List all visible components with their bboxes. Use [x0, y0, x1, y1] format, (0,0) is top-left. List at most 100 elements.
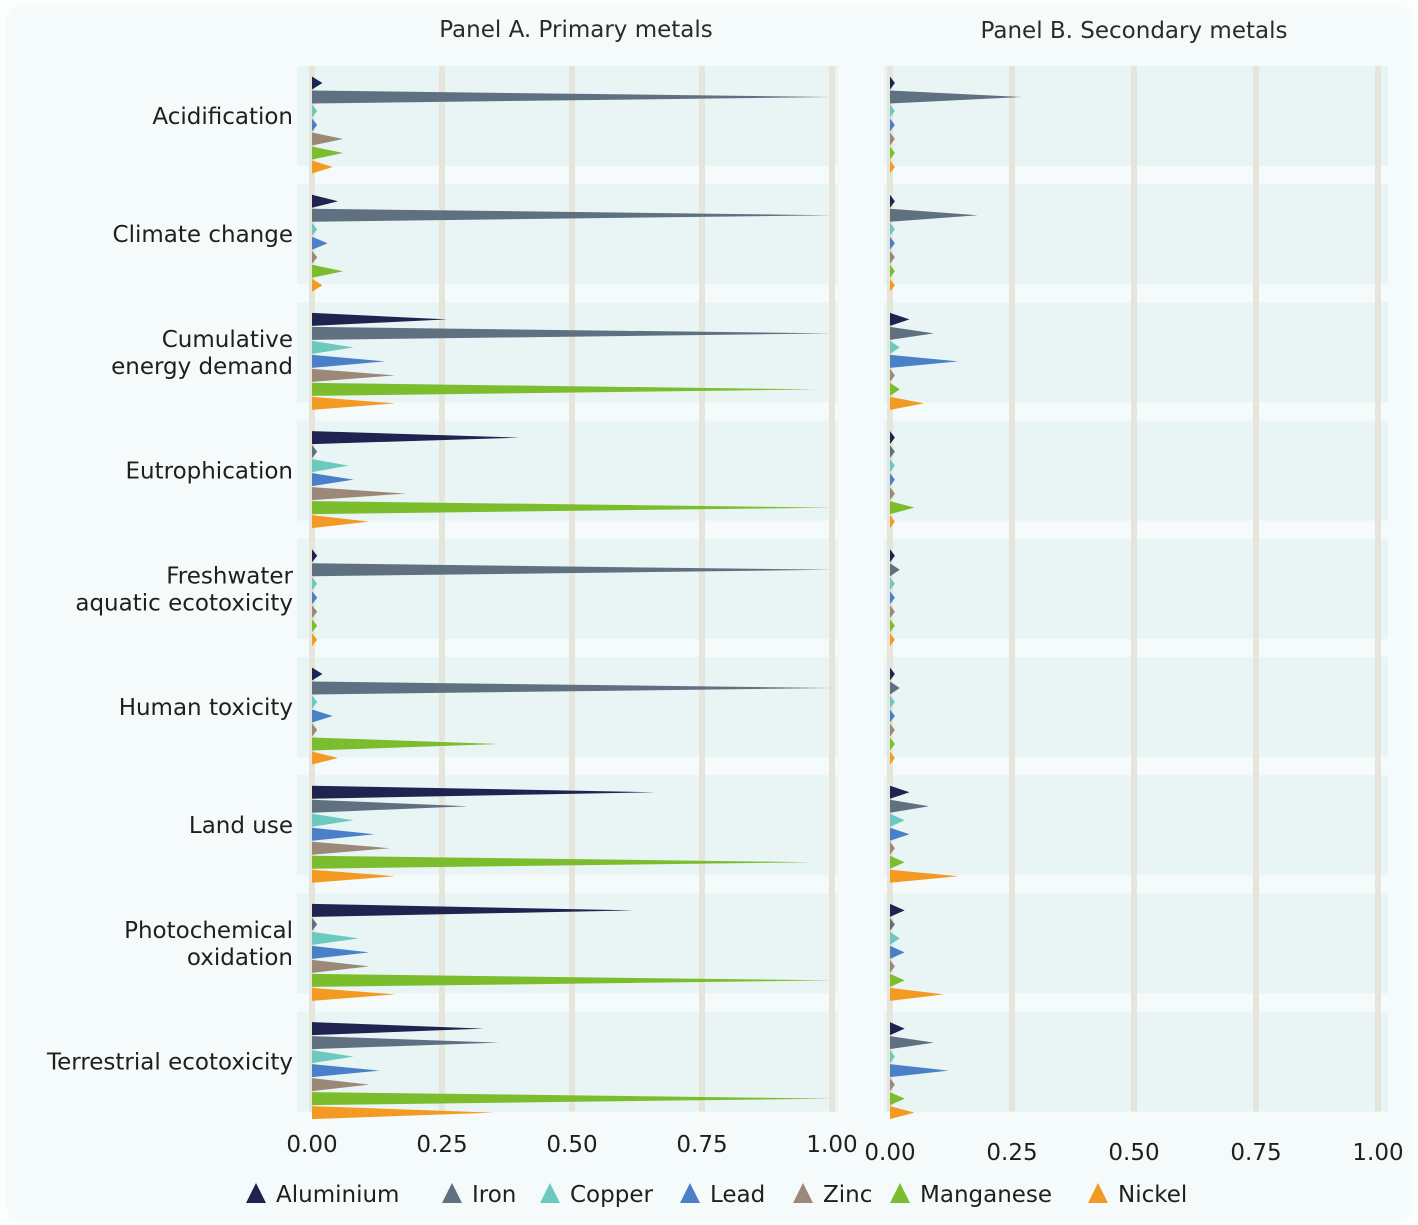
category-label-human-toxicity: Human toxicity — [119, 695, 293, 721]
bar-panel-b-eutrophication-lead — [890, 473, 895, 487]
panel-a-title: Panel A. Primary metals — [439, 17, 713, 43]
bar-panel-a-land-use-manganese — [312, 855, 812, 869]
bar-panel-a-climate-change-aluminium — [312, 194, 338, 208]
bar-panel-b-acidification-manganese — [890, 146, 895, 160]
bar-panel-a-acidification-aluminium — [312, 76, 323, 90]
bar-panel-b-cumulative-energy-demand-lead — [890, 354, 959, 368]
bar-panel-b-climate-change-manganese — [890, 264, 895, 278]
tick-label-panel-a-3: 0.75 — [676, 1132, 727, 1158]
tick-label-panel-a-1: 0.25 — [416, 1132, 467, 1158]
bar-panel-a-land-use-iron — [312, 799, 468, 813]
category-label-acidification: Acidification — [152, 104, 293, 130]
bar-panel-b-land-use-iron — [890, 799, 930, 813]
bar-panel-b-land-use-zinc — [890, 841, 895, 855]
bar-panel-a-eutrophication-zinc — [312, 487, 406, 501]
bar-panel-b-climate-change-zinc — [890, 250, 895, 264]
bar-panel-b-terrestrial-ecotoxicity-zinc — [890, 1078, 895, 1092]
bar-panel-b-freshwater-aquatic-ecotoxicity-aluminium — [890, 549, 895, 563]
bar-panel-a-freshwater-aquatic-ecotoxicity-iron — [312, 563, 832, 577]
bar-panel-a-acidification-zinc — [312, 132, 344, 146]
tick-label-panel-a-0: 0.00 — [286, 1132, 337, 1158]
bar-panel-b-human-toxicity-lead — [890, 709, 895, 723]
bar-panel-b-eutrophication-zinc — [890, 487, 895, 501]
bar-panel-b-terrestrial-ecotoxicity-nickel — [890, 1106, 915, 1120]
tick-label-panel-b-0: 0.00 — [864, 1140, 915, 1166]
tick-label-panel-b-3: 0.75 — [1230, 1140, 1281, 1166]
legend-marker-copper — [540, 1183, 560, 1203]
legend-label-manganese: Manganese — [920, 1182, 1052, 1208]
bar-panel-a-cumulative-energy-demand-nickel — [312, 396, 396, 410]
bar-panel-b-land-use-manganese — [890, 855, 905, 869]
bar-panel-b-human-toxicity-manganese — [890, 737, 895, 751]
bar-panel-a-eutrophication-iron — [312, 445, 318, 459]
bar-panel-b-eutrophication-copper — [890, 459, 895, 473]
bar-panel-a-human-toxicity-copper — [312, 695, 318, 709]
bar-panel-a-eutrophication-manganese — [312, 501, 832, 515]
bar-panel-a-freshwater-aquatic-ecotoxicity-copper — [312, 577, 318, 591]
legend-marker-manganese — [890, 1183, 910, 1203]
bar-panel-b-cumulative-energy-demand-manganese — [890, 382, 900, 396]
bar-panel-b-photochemical-oxidation-manganese — [890, 973, 905, 987]
bar-panel-b-freshwater-aquatic-ecotoxicity-iron — [890, 563, 900, 577]
bar-panel-b-photochemical-oxidation-iron — [890, 917, 895, 931]
category-label-land-use: Land use — [189, 813, 293, 839]
bar-panel-a-photochemical-oxidation-iron — [312, 917, 318, 931]
tick-label-panel-b-1: 0.25 — [986, 1140, 1037, 1166]
bar-panel-a-land-use-zinc — [312, 841, 390, 855]
bar-panel-a-climate-change-iron — [312, 208, 832, 222]
tick-label-panel-b-2: 0.50 — [1108, 1140, 1159, 1166]
bar-panel-b-land-use-lead — [890, 827, 910, 841]
bar-panel-a-cumulative-energy-demand-lead — [312, 354, 385, 368]
bar-panel-b-cumulative-energy-demand-aluminium — [890, 312, 910, 326]
bar-panel-a-eutrophication-copper — [312, 459, 349, 473]
bar-panel-b-terrestrial-ecotoxicity-manganese — [890, 1092, 905, 1106]
bar-panel-b-eutrophication-manganese — [890, 501, 915, 515]
bar-panel-b-freshwater-aquatic-ecotoxicity-zinc — [890, 605, 895, 619]
category-label-photochemical-oxidation-line-1: Photochemical — [124, 918, 293, 944]
bar-panel-b-acidification-iron — [890, 90, 1022, 104]
bar-panel-a-photochemical-oxidation-zinc — [312, 959, 370, 973]
bar-panel-b-human-toxicity-aluminium — [890, 667, 895, 681]
bar-panel-a-acidification-iron — [312, 90, 832, 104]
category-label-eutrophication: Eutrophication — [125, 459, 293, 485]
bar-panel-b-cumulative-energy-demand-zinc — [890, 368, 895, 382]
tick-label-panel-b-4: 1.00 — [1352, 1140, 1403, 1166]
bar-panel-b-acidification-copper — [890, 104, 895, 118]
bar-panel-b-terrestrial-ecotoxicity-iron — [890, 1036, 934, 1050]
bar-panel-b-terrestrial-ecotoxicity-aluminium — [890, 1022, 905, 1036]
bar-panel-b-human-toxicity-zinc — [890, 723, 895, 737]
bar-panel-b-human-toxicity-iron — [890, 681, 900, 695]
bar-panel-a-terrestrial-ecotoxicity-lead — [312, 1064, 380, 1078]
bar-panel-a-land-use-nickel — [312, 869, 396, 883]
bar-panel-b-climate-change-copper — [890, 222, 895, 236]
legend-marker-nickel — [1088, 1183, 1108, 1203]
bar-panel-b-climate-change-lead — [890, 236, 895, 250]
bar-panel-a-terrestrial-ecotoxicity-zinc — [312, 1078, 370, 1092]
bar-panel-a-photochemical-oxidation-copper — [312, 931, 359, 945]
tick-label-panel-a-2: 0.50 — [546, 1132, 597, 1158]
bar-panel-a-photochemical-oxidation-aluminium — [312, 903, 635, 917]
bar-panel-a-cumulative-energy-demand-iron — [312, 326, 832, 340]
legend-marker-lead — [680, 1183, 700, 1203]
bar-panel-b-eutrophication-iron — [890, 445, 895, 459]
legend-marker-iron — [442, 1183, 462, 1203]
bar-panel-a-cumulative-energy-demand-manganese — [312, 382, 817, 396]
bar-panel-a-freshwater-aquatic-ecotoxicity-aluminium — [312, 549, 318, 563]
legend-label-nickel: Nickel — [1118, 1182, 1187, 1208]
legend-marker-zinc — [793, 1183, 813, 1203]
bar-panel-a-cumulative-energy-demand-aluminium — [312, 312, 448, 326]
category-label-cumulative-energy-demand-line-1: Cumulative — [162, 327, 293, 353]
bar-panel-a-climate-change-lead — [312, 236, 328, 250]
bar-panel-a-terrestrial-ecotoxicity-iron — [312, 1036, 500, 1050]
bar-panel-a-land-use-lead — [312, 827, 375, 841]
bar-panel-a-eutrophication-aluminium — [312, 431, 520, 445]
bar-panel-a-terrestrial-ecotoxicity-nickel — [312, 1106, 494, 1120]
bar-panel-b-human-toxicity-copper — [890, 695, 895, 709]
category-label-cumulative-energy-demand-line-2: energy demand — [111, 354, 293, 380]
bar-panel-b-climate-change-aluminium — [890, 194, 895, 208]
category-label-climate-change: Climate change — [113, 222, 293, 248]
bar-panel-a-eutrophication-lead — [312, 473, 354, 487]
legend-label-zinc: Zinc — [823, 1182, 872, 1208]
bar-panel-b-acidification-zinc — [890, 132, 895, 146]
bar-panel-b-climate-change-iron — [890, 208, 978, 222]
